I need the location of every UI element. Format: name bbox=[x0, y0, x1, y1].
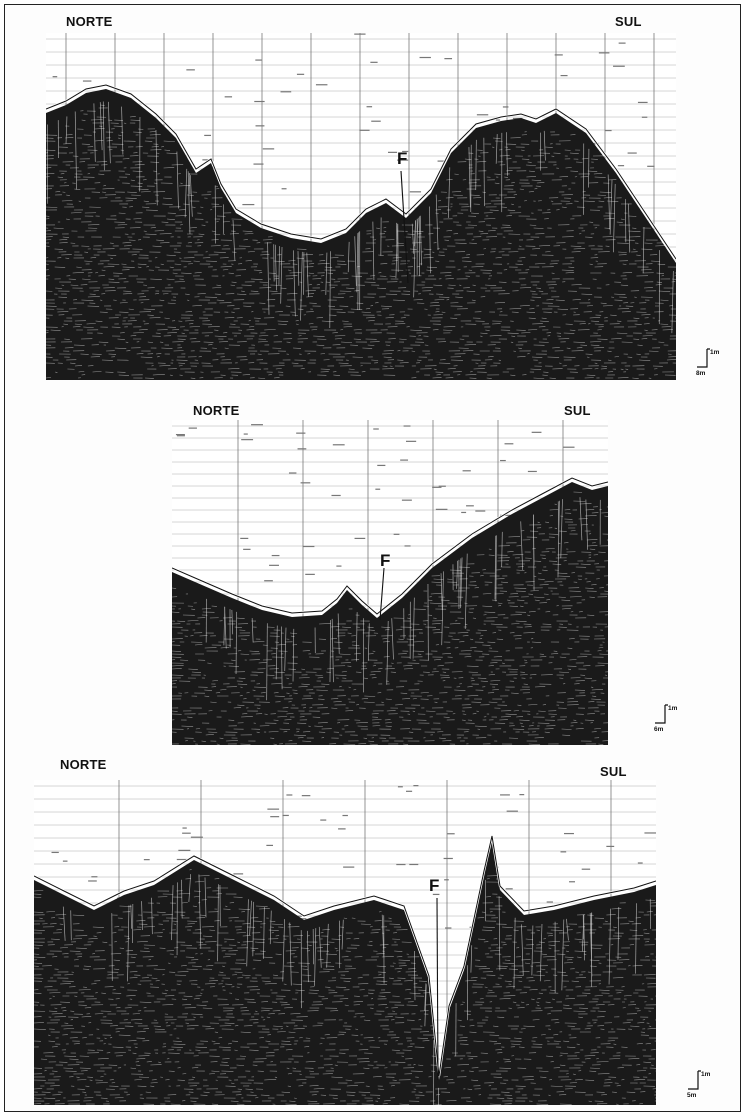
profile-3-seismic-record bbox=[34, 780, 656, 1105]
profile-3-left-label: NORTE bbox=[60, 757, 107, 772]
profile-1-right-label: SUL bbox=[615, 14, 642, 29]
profile-1-scale-vertical: 1m bbox=[710, 349, 720, 356]
profile-2-fault-label: F bbox=[380, 551, 391, 570]
profile-3-scale-bar bbox=[688, 1070, 701, 1090]
profile-3-fault-label: F bbox=[429, 876, 440, 895]
profile-2-scale-horizontal: 6m bbox=[654, 726, 664, 733]
profile-1-seismic-record bbox=[46, 33, 676, 380]
profile-2-scale-vertical: 1m bbox=[668, 705, 678, 712]
profile-3-right-label: SUL bbox=[600, 764, 627, 779]
profile-2-left-label: NORTE bbox=[193, 403, 240, 418]
profile-1-left-label: NORTE bbox=[66, 14, 113, 29]
profile-1-fault-label: F bbox=[397, 149, 408, 168]
profile-1-scale-horizontal: 8m bbox=[696, 370, 706, 377]
profile-2-seismic-record bbox=[172, 420, 608, 745]
profile-1-scale-bar bbox=[697, 348, 710, 368]
profile-3-scale-horizontal: 5m bbox=[687, 1092, 697, 1099]
profile-2-right-label: SUL bbox=[564, 403, 591, 418]
profile-3-scale-vertical: 1m bbox=[701, 1071, 711, 1078]
profile-2-scale-bar bbox=[655, 704, 668, 724]
